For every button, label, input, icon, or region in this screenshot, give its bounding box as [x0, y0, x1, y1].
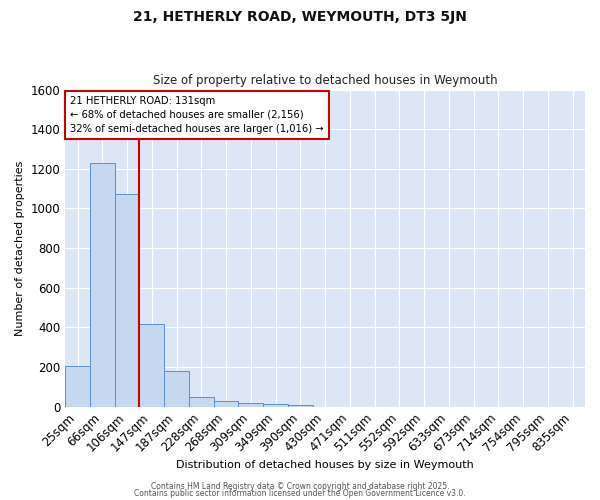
Bar [115, 194, 139, 406]
Bar [189, 397, 214, 406]
Bar [139, 324, 164, 406]
Y-axis label: Number of detached properties: Number of detached properties [15, 160, 25, 336]
X-axis label: Distribution of detached houses by size in Weymouth: Distribution of detached houses by size … [176, 460, 474, 470]
Title: Size of property relative to detached houses in Weymouth: Size of property relative to detached ho… [153, 74, 497, 87]
Bar [288, 404, 313, 406]
Bar [214, 401, 238, 406]
Bar [90, 163, 115, 406]
Bar [65, 366, 90, 406]
Bar [164, 372, 189, 406]
Bar [238, 403, 263, 406]
Bar [263, 404, 288, 406]
Text: Contains HM Land Registry data © Crown copyright and database right 2025.: Contains HM Land Registry data © Crown c… [151, 482, 449, 491]
Text: Contains public sector information licensed under the Open Government Licence v3: Contains public sector information licen… [134, 489, 466, 498]
Text: 21, HETHERLY ROAD, WEYMOUTH, DT3 5JN: 21, HETHERLY ROAD, WEYMOUTH, DT3 5JN [133, 10, 467, 24]
Text: 21 HETHERLY ROAD: 131sqm
← 68% of detached houses are smaller (2,156)
32% of sem: 21 HETHERLY ROAD: 131sqm ← 68% of detach… [70, 96, 324, 134]
